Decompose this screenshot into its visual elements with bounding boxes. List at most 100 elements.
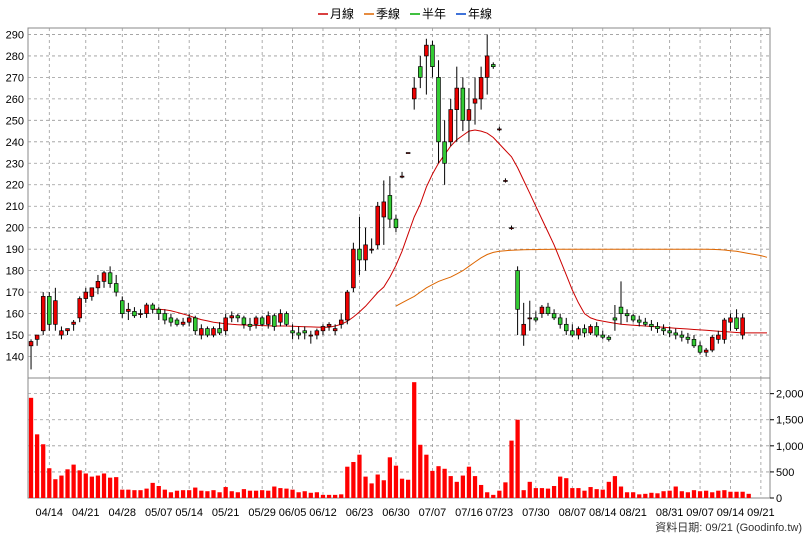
volume-bar	[326, 494, 332, 498]
date-tick-label: 07/30	[522, 507, 550, 519]
volume-bar	[71, 464, 76, 498]
volume-bar	[679, 491, 684, 498]
date-tick-label: 09/14	[717, 507, 745, 519]
volume-bar	[393, 465, 399, 498]
candle	[150, 302, 155, 314]
volume-bar	[345, 466, 350, 498]
volume-bar	[47, 468, 52, 498]
volume-bar	[600, 489, 605, 498]
candle	[722, 317, 727, 344]
volume-grid	[28, 378, 770, 498]
volume-bar	[107, 477, 113, 498]
candle-body	[34, 334, 40, 340]
volume-bar	[734, 491, 739, 498]
candle	[655, 322, 660, 333]
candle-body	[120, 300, 125, 314]
volume-bar	[442, 468, 447, 498]
candle-body	[411, 87, 417, 100]
candle	[442, 120, 447, 185]
candle-body	[77, 298, 82, 319]
candle-body	[144, 304, 149, 314]
candle	[630, 313, 636, 323]
volume-axis-ticks: 0 500 1,000 1,500 2,000	[770, 389, 804, 505]
candle	[223, 313, 228, 336]
candle	[460, 77, 466, 132]
candle-body	[357, 248, 362, 261]
candle-body	[521, 323, 526, 336]
volume-bar	[41, 444, 46, 498]
volume-bar	[369, 483, 374, 498]
candle-body	[217, 328, 222, 334]
volume-bar	[631, 492, 636, 498]
volume-bar	[284, 488, 289, 498]
candle	[716, 330, 721, 344]
candle-body	[722, 319, 727, 340]
volume-bar	[302, 491, 307, 498]
candle-body	[630, 315, 636, 321]
volume-bar	[363, 476, 368, 498]
volume-bar	[187, 490, 192, 498]
candle	[308, 330, 314, 344]
candle-body	[624, 313, 630, 317]
candle	[399, 171, 405, 179]
volume-bar	[424, 454, 429, 498]
candle	[253, 315, 259, 329]
candle-body	[89, 287, 95, 297]
candle	[369, 238, 374, 254]
candle	[691, 335, 697, 348]
price-tick-label: 160	[6, 309, 24, 321]
candle-body	[332, 328, 338, 332]
volume-bar	[624, 492, 630, 498]
candle-body	[697, 345, 703, 353]
volume-bar	[667, 490, 672, 498]
volume-bar	[180, 490, 186, 498]
price-tick-label: 210	[6, 201, 24, 213]
candle-body	[162, 313, 168, 321]
price-tick-label: 240	[6, 137, 24, 149]
volume-bar	[339, 494, 344, 498]
candle-body	[679, 334, 685, 338]
legend-label: 年線	[468, 6, 492, 21]
volume-bar	[618, 486, 624, 498]
volume-bar	[28, 397, 34, 498]
volume-bar	[266, 490, 271, 498]
candle	[199, 324, 204, 340]
price-tick-label: 230	[6, 158, 24, 170]
volume-bar	[375, 474, 380, 498]
volume-bar	[430, 470, 435, 498]
candle-body	[211, 328, 216, 336]
candle	[551, 309, 557, 321]
candle	[661, 324, 666, 336]
candle-body	[126, 308, 131, 312]
candle	[527, 300, 532, 331]
candle	[734, 309, 739, 331]
candle-body	[40, 296, 46, 332]
candle-body	[728, 317, 733, 323]
volume-bar	[478, 484, 484, 498]
candle-body	[442, 141, 447, 164]
candle	[28, 339, 34, 370]
candle	[53, 287, 58, 331]
candle	[557, 313, 563, 329]
candle	[393, 214, 399, 232]
candle	[235, 313, 241, 323]
volume-bar	[582, 490, 587, 498]
volume-bar	[454, 481, 459, 498]
volume-bar	[235, 492, 240, 498]
candle-body	[576, 328, 581, 336]
volume-bar	[174, 490, 180, 498]
date-tick-label: 08/31	[656, 507, 684, 519]
candle	[570, 324, 575, 338]
candle-body	[637, 319, 642, 323]
volume-bar	[211, 490, 216, 498]
volume-bar	[162, 489, 167, 498]
candle	[363, 227, 368, 271]
candle-body	[740, 317, 745, 336]
volume-bar	[503, 482, 508, 498]
date-tick-label: 05/07	[145, 507, 173, 519]
candle-body	[168, 317, 174, 323]
volume-bar	[77, 470, 82, 498]
candle-body	[156, 308, 161, 314]
volume-bar	[612, 476, 618, 498]
volume-bar	[260, 490, 265, 498]
